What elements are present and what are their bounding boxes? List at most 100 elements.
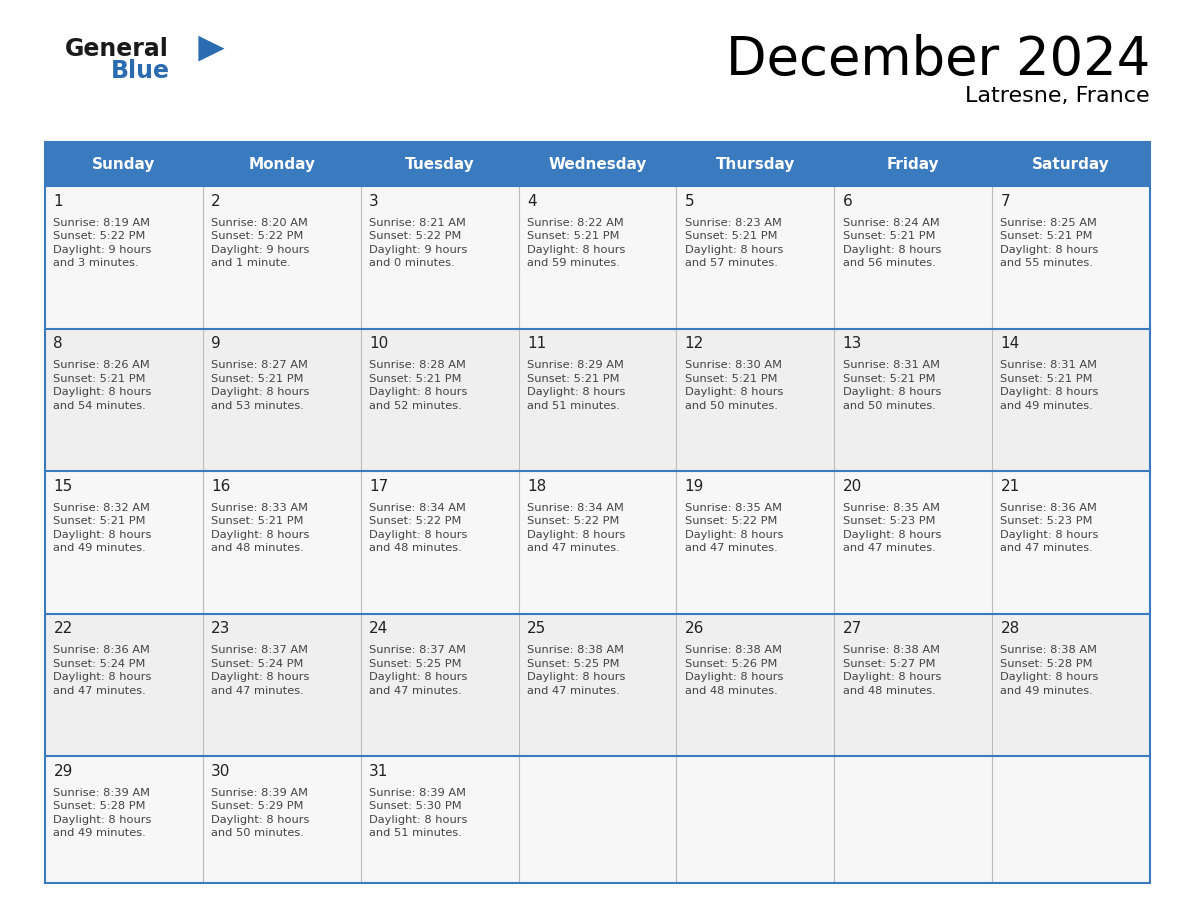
Text: Latresne, France: Latresne, France <box>966 86 1150 106</box>
Text: 29: 29 <box>53 764 72 778</box>
Text: 4: 4 <box>527 194 537 208</box>
Text: Sunrise: 8:30 AM: Sunrise: 8:30 AM <box>684 360 782 370</box>
Text: and 53 minutes.: and 53 minutes. <box>211 401 304 411</box>
Text: Sunrise: 8:31 AM: Sunrise: 8:31 AM <box>842 360 940 370</box>
Text: Daylight: 8 hours: Daylight: 8 hours <box>369 814 468 824</box>
Text: Sunset: 5:23 PM: Sunset: 5:23 PM <box>842 516 935 526</box>
Text: and 48 minutes.: and 48 minutes. <box>211 543 304 554</box>
Text: Daylight: 8 hours: Daylight: 8 hours <box>684 387 783 397</box>
Text: Sunday: Sunday <box>93 157 156 172</box>
Text: Daylight: 9 hours: Daylight: 9 hours <box>369 245 468 254</box>
Text: Daylight: 8 hours: Daylight: 8 hours <box>684 530 783 540</box>
Text: Daylight: 8 hours: Daylight: 8 hours <box>842 672 941 682</box>
Polygon shape <box>198 36 225 62</box>
Text: Sunset: 5:26 PM: Sunset: 5:26 PM <box>684 658 777 668</box>
Text: 20: 20 <box>842 478 861 494</box>
Text: Sunrise: 8:27 AM: Sunrise: 8:27 AM <box>211 360 308 370</box>
Text: and 47 minutes.: and 47 minutes. <box>211 686 304 696</box>
Text: Sunset: 5:21 PM: Sunset: 5:21 PM <box>1000 231 1093 241</box>
Text: and 57 minutes.: and 57 minutes. <box>684 258 778 268</box>
Text: and 49 minutes.: and 49 minutes. <box>1000 686 1093 696</box>
Text: and 50 minutes.: and 50 minutes. <box>684 401 778 411</box>
Text: Sunrise: 8:33 AM: Sunrise: 8:33 AM <box>211 502 309 512</box>
Text: Sunset: 5:23 PM: Sunset: 5:23 PM <box>1000 516 1093 526</box>
Text: Sunset: 5:27 PM: Sunset: 5:27 PM <box>842 658 935 668</box>
Text: 30: 30 <box>211 764 230 778</box>
Text: and 49 minutes.: and 49 minutes. <box>53 543 146 554</box>
Text: Sunrise: 8:38 AM: Sunrise: 8:38 AM <box>684 645 782 655</box>
Bar <box>45 142 1150 883</box>
Text: Daylight: 8 hours: Daylight: 8 hours <box>53 530 152 540</box>
Text: 22: 22 <box>53 621 72 636</box>
Text: Sunrise: 8:36 AM: Sunrise: 8:36 AM <box>1000 502 1098 512</box>
Text: Sunset: 5:21 PM: Sunset: 5:21 PM <box>369 374 462 384</box>
Text: 9: 9 <box>211 336 221 352</box>
Text: 25: 25 <box>527 621 546 636</box>
Text: Sunrise: 8:28 AM: Sunrise: 8:28 AM <box>369 360 466 370</box>
Text: Sunrise: 8:39 AM: Sunrise: 8:39 AM <box>369 788 466 798</box>
Text: Daylight: 8 hours: Daylight: 8 hours <box>369 387 468 397</box>
Text: Daylight: 8 hours: Daylight: 8 hours <box>842 530 941 540</box>
Text: Sunrise: 8:31 AM: Sunrise: 8:31 AM <box>1000 360 1098 370</box>
Text: Sunset: 5:25 PM: Sunset: 5:25 PM <box>369 658 462 668</box>
Text: and 51 minutes.: and 51 minutes. <box>369 828 462 838</box>
Text: Sunset: 5:21 PM: Sunset: 5:21 PM <box>527 231 619 241</box>
Text: 14: 14 <box>1000 336 1019 352</box>
Text: Tuesday: Tuesday <box>405 157 474 172</box>
Text: and 54 minutes.: and 54 minutes. <box>53 401 146 411</box>
Text: 21: 21 <box>1000 478 1019 494</box>
Text: 3: 3 <box>369 194 379 208</box>
Text: Daylight: 8 hours: Daylight: 8 hours <box>842 387 941 397</box>
Text: and 3 minutes.: and 3 minutes. <box>53 258 139 268</box>
Text: 11: 11 <box>527 336 546 352</box>
Text: Sunrise: 8:35 AM: Sunrise: 8:35 AM <box>684 502 782 512</box>
Text: Sunrise: 8:22 AM: Sunrise: 8:22 AM <box>527 218 624 228</box>
Text: Daylight: 8 hours: Daylight: 8 hours <box>369 672 468 682</box>
Text: Sunset: 5:21 PM: Sunset: 5:21 PM <box>527 374 619 384</box>
Text: Sunset: 5:25 PM: Sunset: 5:25 PM <box>527 658 619 668</box>
Text: Daylight: 8 hours: Daylight: 8 hours <box>211 672 310 682</box>
Text: December 2024: December 2024 <box>726 34 1150 85</box>
Text: Daylight: 8 hours: Daylight: 8 hours <box>842 245 941 254</box>
Text: and 56 minutes.: and 56 minutes. <box>842 258 935 268</box>
Text: Daylight: 8 hours: Daylight: 8 hours <box>211 387 310 397</box>
Text: 12: 12 <box>684 336 704 352</box>
Text: Sunrise: 8:29 AM: Sunrise: 8:29 AM <box>527 360 624 370</box>
Text: Sunset: 5:21 PM: Sunset: 5:21 PM <box>684 374 777 384</box>
Text: 7: 7 <box>1000 194 1010 208</box>
Text: and 47 minutes.: and 47 minutes. <box>842 543 935 554</box>
Text: Sunrise: 8:39 AM: Sunrise: 8:39 AM <box>211 788 309 798</box>
Text: Sunrise: 8:24 AM: Sunrise: 8:24 AM <box>842 218 940 228</box>
Text: Daylight: 8 hours: Daylight: 8 hours <box>684 245 783 254</box>
Text: 1: 1 <box>53 194 63 208</box>
Text: and 50 minutes.: and 50 minutes. <box>211 828 304 838</box>
Text: and 52 minutes.: and 52 minutes. <box>369 401 462 411</box>
Bar <box>45 756 1150 883</box>
Text: and 47 minutes.: and 47 minutes. <box>527 686 620 696</box>
Text: and 50 minutes.: and 50 minutes. <box>842 401 935 411</box>
Text: Wednesday: Wednesday <box>549 157 646 172</box>
Text: and 47 minutes.: and 47 minutes. <box>684 543 778 554</box>
Text: Sunset: 5:22 PM: Sunset: 5:22 PM <box>369 516 461 526</box>
Text: Sunset: 5:21 PM: Sunset: 5:21 PM <box>53 374 146 384</box>
Text: and 47 minutes.: and 47 minutes. <box>527 543 620 554</box>
Text: Daylight: 8 hours: Daylight: 8 hours <box>211 814 310 824</box>
Text: Sunset: 5:21 PM: Sunset: 5:21 PM <box>211 374 304 384</box>
Text: Sunrise: 8:37 AM: Sunrise: 8:37 AM <box>369 645 466 655</box>
Text: Sunrise: 8:19 AM: Sunrise: 8:19 AM <box>53 218 151 228</box>
Text: Daylight: 8 hours: Daylight: 8 hours <box>53 814 152 824</box>
Bar <box>45 142 1150 186</box>
Text: Sunrise: 8:38 AM: Sunrise: 8:38 AM <box>842 645 940 655</box>
Text: Daylight: 8 hours: Daylight: 8 hours <box>684 672 783 682</box>
Text: and 47 minutes.: and 47 minutes. <box>53 686 146 696</box>
Text: 23: 23 <box>211 621 230 636</box>
Text: Sunrise: 8:36 AM: Sunrise: 8:36 AM <box>53 645 151 655</box>
Text: Daylight: 9 hours: Daylight: 9 hours <box>211 245 310 254</box>
Text: 26: 26 <box>684 621 704 636</box>
Text: 27: 27 <box>842 621 861 636</box>
Text: Sunset: 5:21 PM: Sunset: 5:21 PM <box>684 231 777 241</box>
Text: and 51 minutes.: and 51 minutes. <box>527 401 620 411</box>
Text: Daylight: 8 hours: Daylight: 8 hours <box>527 387 625 397</box>
Text: Sunset: 5:22 PM: Sunset: 5:22 PM <box>211 231 304 241</box>
Text: Sunset: 5:21 PM: Sunset: 5:21 PM <box>1000 374 1093 384</box>
